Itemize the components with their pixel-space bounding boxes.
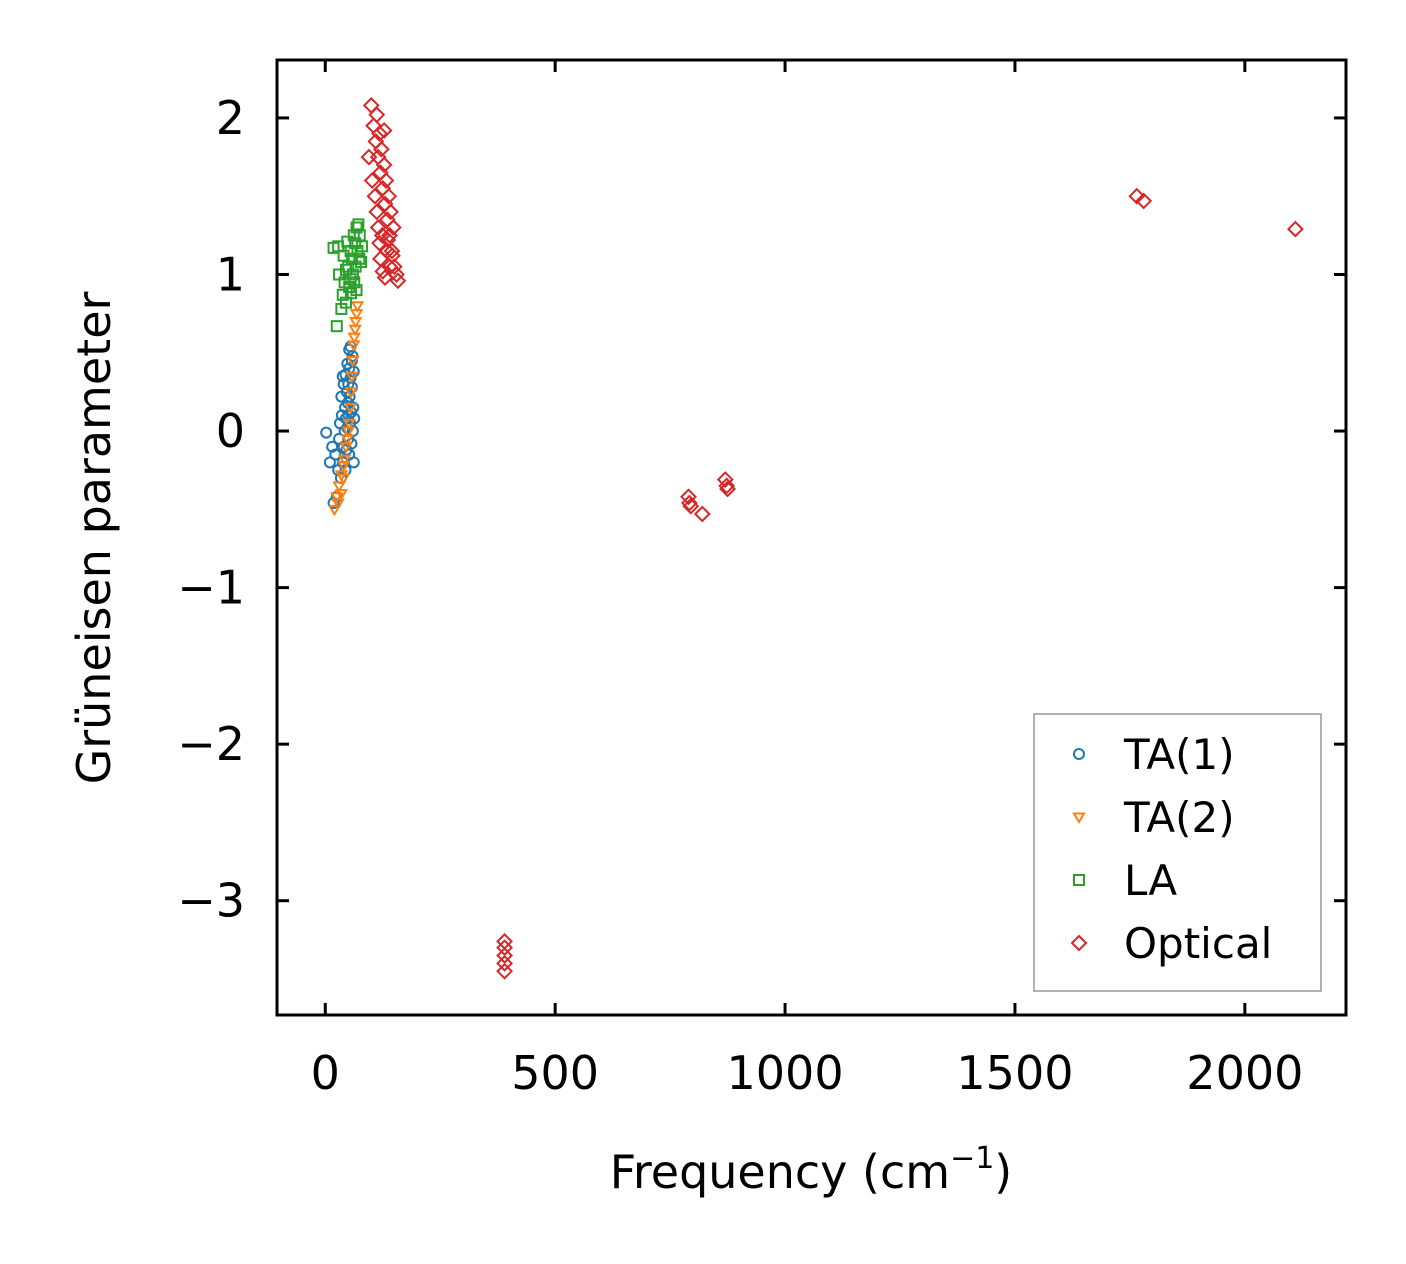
data-point-optical xyxy=(379,231,397,249)
x-tick-label: 0 xyxy=(311,1046,340,1100)
data-point-ta(2) xyxy=(334,489,349,501)
legend-label: TA(2) xyxy=(1123,793,1235,842)
legend-marker-ta(2) xyxy=(1072,812,1086,824)
data-point-optical xyxy=(719,480,737,498)
y-tick-label: 1 xyxy=(216,247,245,301)
data-point-ta(1) xyxy=(323,456,336,469)
data-point-la xyxy=(330,320,343,333)
data-point-ta(1) xyxy=(346,349,359,362)
data-point-ta(2) xyxy=(343,403,358,415)
data-point-ta(1) xyxy=(320,426,333,439)
data-point-optical xyxy=(496,939,514,957)
data-point-optical xyxy=(1128,187,1146,205)
data-point-ta(2) xyxy=(332,481,346,493)
data-point-ta(2) xyxy=(327,504,342,517)
data-point-ta(2) xyxy=(350,301,365,313)
y-tick-label: −3 xyxy=(177,874,245,928)
data-point-ta(2) xyxy=(346,356,360,368)
y-tick-label: −1 xyxy=(177,561,245,615)
data-point-la xyxy=(356,240,369,253)
data-point-optical xyxy=(372,140,390,158)
data-point-optical xyxy=(496,954,514,972)
data-point-optical xyxy=(375,156,393,174)
data-point-optical xyxy=(368,203,386,221)
x-tick-label: 1000 xyxy=(727,1046,844,1100)
data-point-optical xyxy=(716,471,734,488)
data-point-ta(2) xyxy=(344,387,358,399)
data-point-optical xyxy=(366,187,384,205)
data-point-la xyxy=(350,221,363,234)
data-point-la xyxy=(348,276,361,289)
data-point-optical xyxy=(362,96,380,114)
data-point-ta(2) xyxy=(345,371,359,384)
legend-label: LA xyxy=(1124,856,1177,905)
data-point-optical xyxy=(693,505,711,523)
data-point-optical xyxy=(496,962,514,980)
data-point-optical xyxy=(363,172,381,189)
data-point-optical xyxy=(383,247,401,265)
data-point-optical xyxy=(680,488,697,506)
axis-ticks: 0 500 1000 1500 2000 −3 −2 −1 0 1 2 xyxy=(177,60,1346,1100)
data-point-optical xyxy=(381,258,399,276)
data-point-optical xyxy=(1287,220,1304,238)
y-tick-label: 2 xyxy=(216,91,245,145)
x-axis-label: Frequency (cm−1) xyxy=(610,1141,1013,1199)
data-point-la xyxy=(353,252,366,265)
x-tick-label: 2000 xyxy=(1186,1046,1303,1100)
data-point-ta(1) xyxy=(329,448,342,461)
data-point-optical xyxy=(383,242,401,260)
x-tick-label: 1500 xyxy=(956,1046,1073,1100)
data-point-ta(2) xyxy=(331,498,345,511)
data-point-la xyxy=(350,284,363,297)
legend: TA(1) TA(2) LA Optical xyxy=(1033,713,1322,992)
data-point-la xyxy=(336,288,349,301)
data-point-optical xyxy=(375,122,393,139)
data-point-optical xyxy=(384,219,402,236)
legend-marker-ta(1) xyxy=(1073,748,1085,760)
legend-frame xyxy=(1033,713,1322,992)
legend-label: TA(1) xyxy=(1123,730,1235,779)
data-point-optical xyxy=(1135,192,1153,210)
data-point-optical xyxy=(718,477,736,495)
data-point-optical xyxy=(369,219,387,236)
data-point-optical xyxy=(371,125,388,142)
data-point-ta(1) xyxy=(347,456,360,469)
data-point-optical xyxy=(382,203,399,221)
data-point-optical xyxy=(376,269,394,287)
data-point-ta(2) xyxy=(336,473,351,485)
data-point-ta(1) xyxy=(348,412,361,425)
data-point-optical xyxy=(380,187,398,205)
data-point-optical xyxy=(374,262,392,280)
data-point-optical xyxy=(368,106,386,124)
x-tick-label: 500 xyxy=(511,1046,599,1100)
data-point-ta(2) xyxy=(337,454,352,467)
y-tick-label: −2 xyxy=(177,717,245,771)
data-point-optical xyxy=(389,272,407,290)
data-point-optical xyxy=(682,497,700,515)
data-point-ta(2) xyxy=(342,418,356,431)
data-point-optical xyxy=(377,172,395,189)
data-point-optical xyxy=(385,258,403,276)
data-point-optical xyxy=(360,148,378,166)
data-point-ta(1) xyxy=(336,370,349,383)
data-point-optical xyxy=(681,494,698,512)
plot-frame xyxy=(275,58,1348,1017)
data-point-ta(2) xyxy=(330,492,344,504)
legend-marker-la xyxy=(1073,874,1085,886)
data-point-la xyxy=(355,255,368,268)
legend-label: Optical xyxy=(1124,919,1272,968)
y-axis-label: Grüneisen parameter xyxy=(67,291,121,784)
legend-marker-optical xyxy=(1070,934,1088,952)
y-tick-label: 0 xyxy=(216,404,245,458)
data-point-optical xyxy=(496,947,514,964)
data-points xyxy=(320,96,1304,980)
